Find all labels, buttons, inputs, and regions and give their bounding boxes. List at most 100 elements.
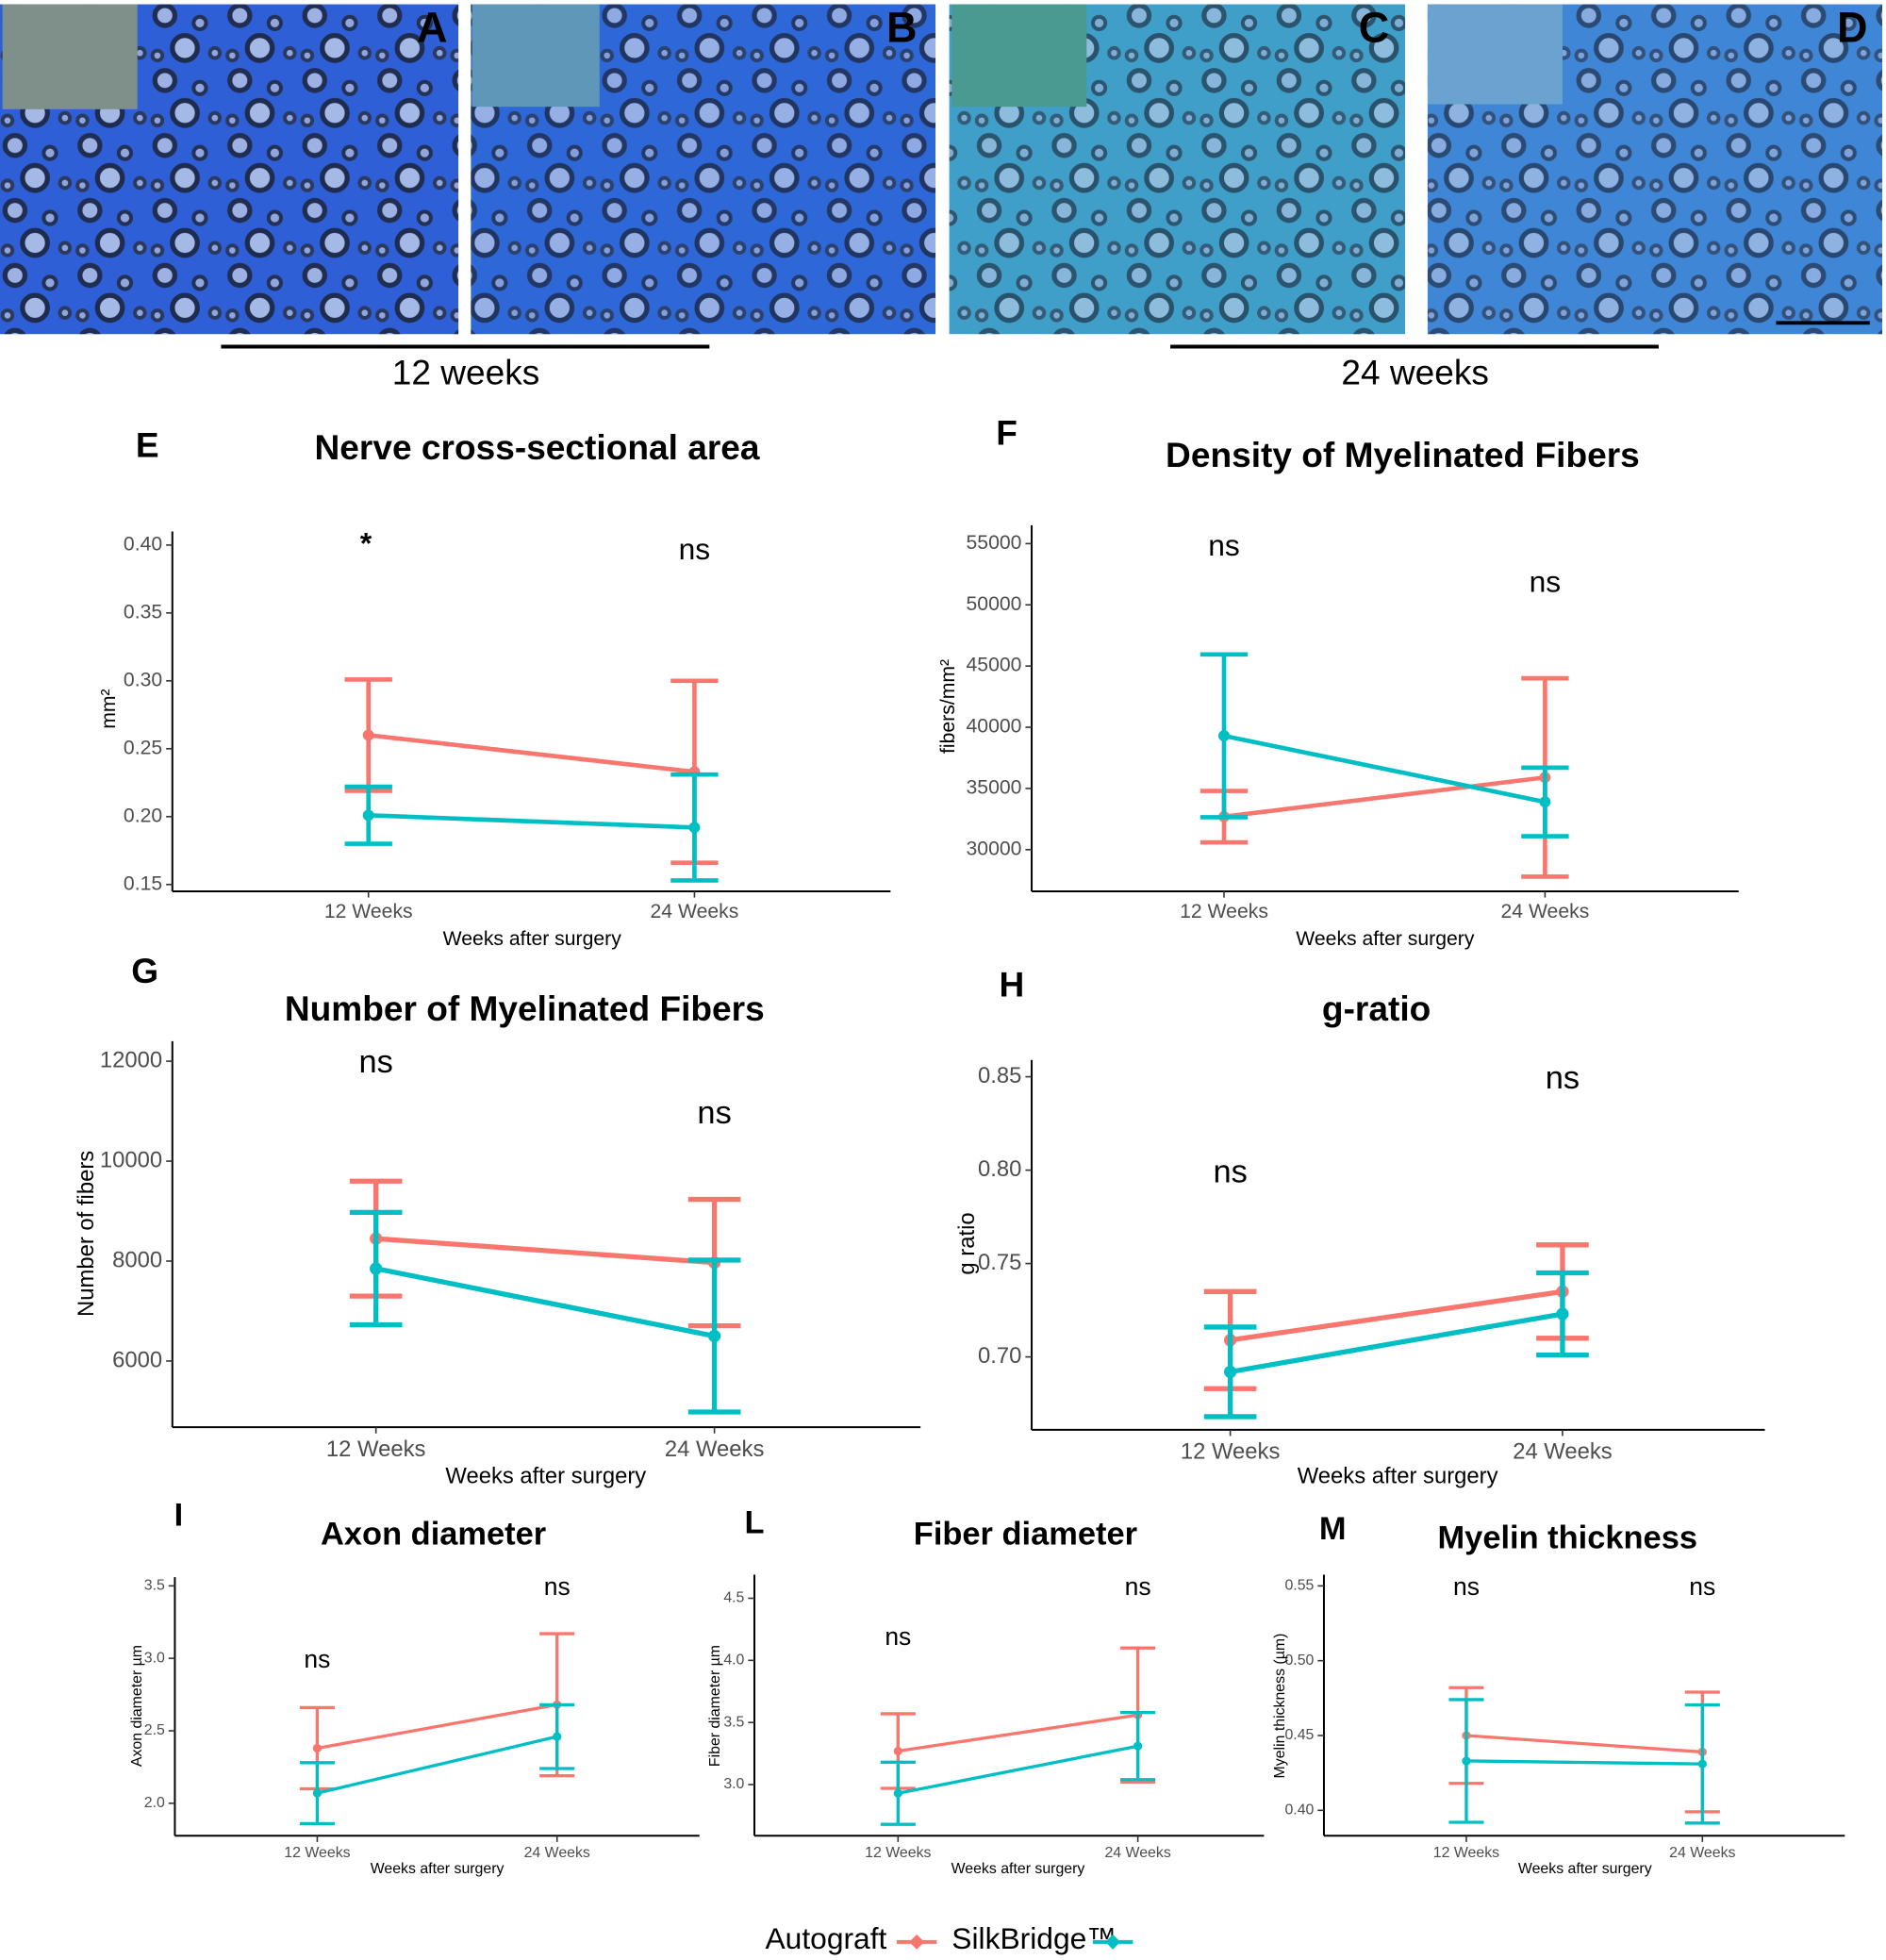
y-tick-label: 2.0 — [144, 1795, 165, 1811]
y-tick-label: 8000 — [112, 1247, 162, 1272]
y-tick-label: 10000 — [100, 1147, 162, 1172]
y-tick-label: 45000 — [967, 655, 1022, 676]
chart-title: Density of Myelinated Fibers — [1166, 435, 1640, 474]
panel-letter: A — [417, 3, 448, 51]
y-tick-label: 0.40 — [124, 533, 162, 555]
chart-title: Fiber diameter — [914, 1516, 1137, 1552]
annotation: ns — [1546, 1060, 1580, 1096]
inset — [1427, 4, 1563, 105]
x-axis-title: Weeks after surgery — [1296, 928, 1475, 950]
y-axis-title: mm² — [98, 689, 120, 728]
panel-letter: E — [136, 425, 159, 465]
panel-letter: G — [131, 951, 158, 990]
x-tick-label: 12 Weeks — [865, 1845, 931, 1861]
annotation: ns — [1530, 565, 1562, 599]
panel-letter: H — [999, 965, 1024, 1005]
series-line — [317, 1735, 558, 1795]
x-axis-title: Weeks after surgery — [1518, 1861, 1652, 1877]
legend: Autograft SilkBridge™ — [765, 1921, 1117, 1955]
y-tick-label: 0.25 — [124, 737, 162, 758]
y-tick-label: 4.0 — [723, 1653, 744, 1669]
data-point — [312, 1788, 323, 1798]
data-point — [362, 809, 374, 822]
data-point — [1133, 1741, 1143, 1751]
legend-label: Autograft — [765, 1921, 886, 1955]
annotation: ns — [1213, 1154, 1247, 1189]
series-line — [897, 1744, 1138, 1795]
group-label: 12 weeks — [392, 353, 540, 392]
x-axis-title: Weeks after surgery — [371, 1861, 505, 1877]
series-line — [898, 1713, 1138, 1753]
annotation: ns — [697, 1095, 731, 1131]
y-tick-label: 40000 — [967, 716, 1022, 738]
x-tick-label: 24 Weeks — [1669, 1845, 1735, 1861]
x-tick-label: 12 Weeks — [1433, 1845, 1499, 1861]
annotation: * — [360, 525, 372, 559]
y-tick-label: 30000 — [967, 838, 1022, 859]
y-tick-label: 55000 — [967, 532, 1022, 554]
y-tick-label: 0.15 — [124, 872, 162, 894]
data-point — [1224, 1365, 1237, 1379]
y-tick-label: 3.5 — [723, 1714, 744, 1730]
inset — [951, 4, 1087, 108]
data-point — [893, 1788, 902, 1798]
data-point — [688, 822, 701, 834]
panel-letter: L — [744, 1505, 764, 1541]
series-line — [375, 1236, 715, 1266]
y-tick-label: 0.40 — [1284, 1802, 1314, 1819]
inset — [472, 4, 600, 108]
series-line — [368, 733, 695, 774]
x-tick-label: 12 Weeks — [284, 1845, 350, 1861]
series-line — [317, 1703, 558, 1751]
y-axis-title: fibers/mm² — [937, 659, 959, 754]
annotation: ns — [679, 532, 711, 566]
chart-panel: 0.40 0.45 0.50 0.55 12 Weeks ns 24 Weeks ns Week… — [1272, 1511, 1845, 1877]
y-tick-label: 50000 — [967, 593, 1022, 615]
annotation: ns — [1208, 528, 1240, 562]
y-axis-title: Fiber diameter µm — [707, 1645, 723, 1767]
x-tick-label: 24 Weeks — [524, 1845, 590, 1861]
y-tick-label: 0.55 — [1284, 1578, 1314, 1594]
series-line — [1230, 1288, 1563, 1343]
chart-panel: 6000 8000 10000 12000 12 Weeks ns 24 Weeks ns We… — [74, 951, 921, 1488]
legend-label: SilkBridge™ — [951, 1921, 1117, 1955]
legend-swatch-point — [1105, 1934, 1121, 1950]
x-axis-title: Weeks after surgery — [951, 1861, 1085, 1877]
x-tick-label: 24 Weeks — [1104, 1845, 1170, 1861]
panel-letter: F — [996, 412, 1017, 452]
x-tick-label: 24 Weeks — [665, 1437, 765, 1462]
data-point — [1539, 796, 1551, 808]
chart-panel: 0.15 0.20 0.25 0.30 0.35 0.40 12 Weeks * 24 Week… — [98, 425, 891, 950]
x-axis-title: Weeks after surgery — [1298, 1463, 1498, 1488]
y-axis-title: Myelin thickness (µm) — [1272, 1634, 1288, 1779]
chart-panel: 30000 35000 40000 45000 50000 55000 12 Weeks ns… — [937, 412, 1739, 950]
inset — [2, 4, 138, 109]
y-tick-label: 6000 — [112, 1347, 162, 1372]
y-tick-label: 0.35 — [124, 601, 162, 623]
data-point — [707, 1329, 721, 1343]
annotation: ns — [304, 1645, 330, 1673]
y-tick-label: 0.75 — [978, 1250, 1021, 1275]
x-tick-label: 12 Weeks — [1181, 1439, 1281, 1465]
data-point — [1697, 1759, 1707, 1769]
annotation: ns — [885, 1622, 911, 1651]
y-tick-label: 4.5 — [723, 1590, 744, 1606]
x-tick-label: 24 Weeks — [1513, 1439, 1613, 1465]
data-point — [1462, 1756, 1471, 1766]
x-tick-label: 12 Weeks — [1180, 901, 1268, 922]
data-point — [370, 1262, 383, 1275]
y-tick-label: 0.85 — [978, 1063, 1021, 1088]
y-tick-label: 3.0 — [723, 1776, 744, 1792]
panel-letter: C — [1359, 3, 1390, 51]
annotation: ns — [1125, 1572, 1151, 1601]
panel-letter: D — [1837, 3, 1868, 51]
x-tick-label: 12 Weeks — [324, 901, 413, 922]
chart-panel: 2.0 2.5 3.0 3.5 12 Weeks ns 24 Weeks ns Weeks af… — [129, 1498, 700, 1877]
y-tick-label: 0.50 — [1284, 1653, 1314, 1669]
annotation: ns — [358, 1044, 392, 1080]
data-point — [1218, 730, 1230, 742]
y-tick-label: 12000 — [100, 1047, 162, 1072]
chart-panel: 0.70 0.75 0.80 0.85 12 Weeks ns 24 Weeks ns Week… — [954, 965, 1765, 1488]
series-line — [1223, 774, 1546, 820]
